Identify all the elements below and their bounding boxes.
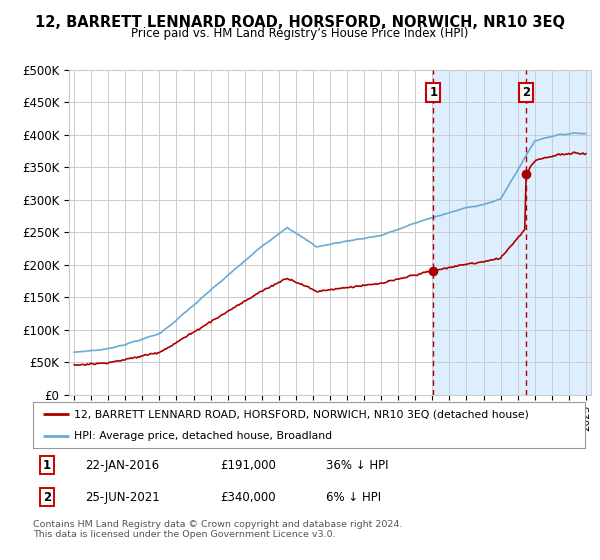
Text: 12, BARRETT LENNARD ROAD, HORSFORD, NORWICH, NR10 3EQ (detached house): 12, BARRETT LENNARD ROAD, HORSFORD, NORW… (74, 409, 529, 419)
Text: 1: 1 (430, 86, 437, 99)
Text: 2: 2 (43, 491, 51, 504)
Text: Price paid vs. HM Land Registry’s House Price Index (HPI): Price paid vs. HM Land Registry’s House … (131, 27, 469, 40)
Text: Contains HM Land Registry data © Crown copyright and database right 2024.
This d: Contains HM Land Registry data © Crown c… (33, 520, 403, 539)
Text: £191,000: £191,000 (221, 459, 277, 472)
Text: 12, BARRETT LENNARD ROAD, HORSFORD, NORWICH, NR10 3EQ: 12, BARRETT LENNARD ROAD, HORSFORD, NORW… (35, 15, 565, 30)
Text: 22-JAN-2016: 22-JAN-2016 (85, 459, 160, 472)
Text: HPI: Average price, detached house, Broadland: HPI: Average price, detached house, Broa… (74, 431, 332, 441)
Text: 6% ↓ HPI: 6% ↓ HPI (326, 491, 380, 504)
Text: 25-JUN-2021: 25-JUN-2021 (85, 491, 160, 504)
Text: £340,000: £340,000 (221, 491, 277, 504)
Bar (433, 70, 595, 395)
Text: 36% ↓ HPI: 36% ↓ HPI (326, 459, 388, 472)
Text: 1: 1 (43, 459, 51, 472)
Text: 2: 2 (522, 86, 530, 99)
